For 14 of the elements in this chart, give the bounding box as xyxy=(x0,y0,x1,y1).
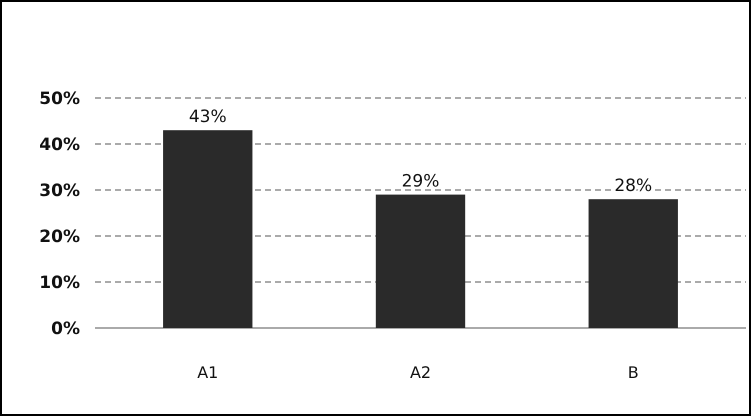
y-tick-label: 20% xyxy=(39,226,80,247)
x-tick-label: A2 xyxy=(410,363,432,382)
x-tick-label: B xyxy=(628,363,639,382)
y-tick-label: 30% xyxy=(39,180,80,201)
data-label: 43% xyxy=(188,107,227,128)
bar xyxy=(163,130,252,328)
x-tick-label: A1 xyxy=(197,363,218,382)
y-tick-label: 40% xyxy=(39,134,80,155)
y-tick-label: 0% xyxy=(51,318,80,339)
bar xyxy=(376,194,466,328)
y-tick-label: 50% xyxy=(39,88,80,109)
data-label: 29% xyxy=(402,172,440,192)
y-tick-label: 10% xyxy=(39,272,80,293)
bar xyxy=(588,199,678,328)
